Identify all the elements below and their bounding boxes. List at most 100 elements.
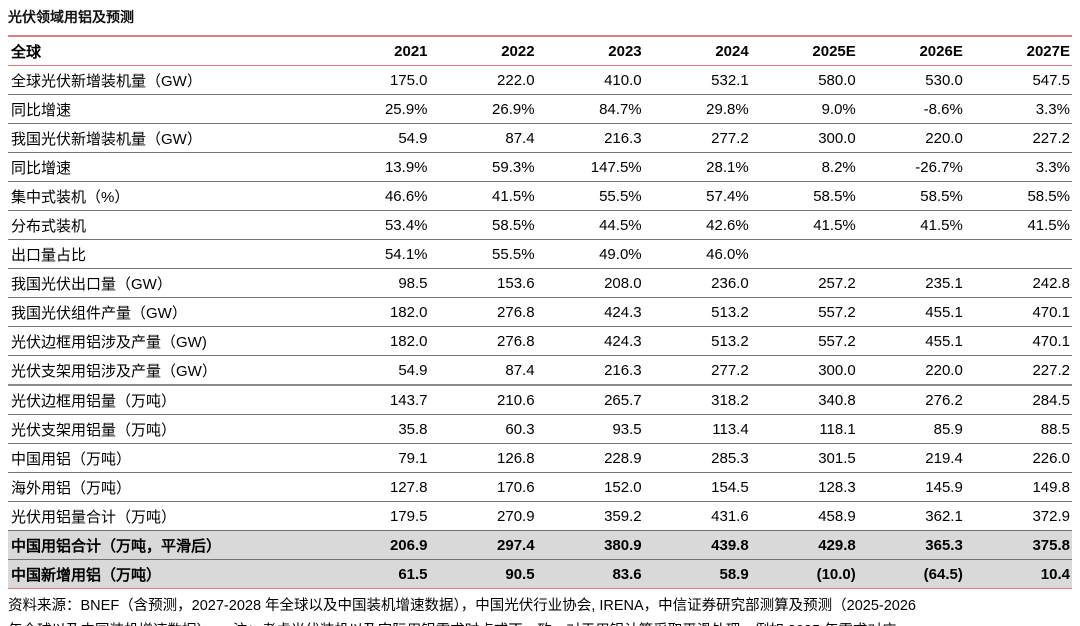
cell-value: 359.2 [604,507,642,525]
cell-value: 61.5 [398,565,428,583]
cell-value: 318.2 [711,391,749,409]
table-row: 光伏支架用铝量（万吨） 35.8 60.3 93.5 113.4 118.1 85.9 88.… [8,415,1072,444]
row-label: 同比增速 [11,159,72,177]
cell-value: 375.8 [1032,536,1070,554]
cell-value: 46.0% [706,245,749,263]
header-year: 2025E [750,36,858,66]
row-label: 我国光伏出口量（GW） [11,275,172,293]
header-year: 2022 [429,36,537,66]
cell-value: 297.4 [497,536,535,554]
cell-value: 227.2 [1032,129,1070,147]
row-label: 中国新增用铝（万吨） [11,566,162,584]
cell-value: 300.0 [818,129,856,147]
cell-value: 170.6 [497,478,535,496]
cell-value: 13.9% [384,158,428,176]
cell-value: -26.7% [915,158,963,176]
cell-value: 58.5% [1027,187,1070,205]
header-year: 2027E [964,36,1072,66]
row-label: 同比增速 [11,101,72,119]
cell-value: 8.2% [821,158,856,176]
cell-value [751,240,858,269]
cell-value: 98.5 [398,274,428,292]
cell-value: 285.3 [711,449,749,467]
row-label: 中国用铝合计（万吨，平滑后） [11,537,222,555]
cell-value: 276.8 [497,332,535,350]
cell-value: 84.7% [599,100,642,118]
cell-value: 153.6 [497,274,535,292]
cell-value: 57.4% [706,187,749,205]
cell-value: 235.1 [925,274,963,292]
cell-value: 257.2 [818,274,856,292]
cell-value: -8.6% [923,100,963,118]
cell-value: 10.4 [1040,565,1070,583]
cell-value: 470.1 [1032,303,1070,321]
row-label: 全球光伏新增装机量（GW） [11,72,202,90]
cell-value: 55.5% [492,245,535,263]
cell-value: 532.1 [711,71,749,89]
cell-value: 284.5 [1032,391,1070,409]
cell-value: 276.2 [925,391,963,409]
cell-value: 143.7 [389,391,428,409]
cell-value: 455.1 [925,303,963,321]
cell-value: 365.3 [925,536,963,554]
cell-value: 87.4 [505,129,535,147]
cell-value: (10.0) [816,565,856,583]
cell-value: 216.3 [604,129,642,147]
cell-value: 29.8% [706,100,749,118]
cell-value: 147.5% [590,158,642,176]
pv-aluminum-forecast-table: 全球 2021 2022 2023 2024 2025E 2026E 2027E 全球光伏新… [8,35,1072,589]
cell-value: 557.2 [818,332,856,350]
table-row: 全球光伏新增装机量（GW） 175.0 222.0 410.0 532.1 580.0 53… [8,66,1072,95]
cell-value: 113.4 [712,420,749,438]
cell-value: 301.5 [818,449,856,467]
cell-value: 60.3 [505,420,535,438]
cell-value: 58.5% [492,216,535,234]
cell-value: 220.0 [925,361,963,379]
cell-value: 93.5 [612,420,642,438]
row-label: 我国光伏组件产量（GW） [11,304,187,322]
cell-value: 154.5 [711,478,749,496]
cell-value: 145.9 [925,478,963,496]
cell-value: 58.5% [813,187,856,205]
cell-value: 79.1 [398,449,428,467]
row-label: 中国用铝（万吨） [11,450,132,468]
row-label: 我国光伏新增装机量（GW） [11,130,202,148]
cell-value: 580.0 [818,71,856,89]
cell-value: 9.0% [821,100,856,118]
table-row: 我国光伏新增装机量（GW） 54.9 87.4 216.3 277.2 300.0 220.… [8,124,1072,153]
header-region-label: 全球 [8,36,323,66]
cell-value: 85.9 [933,420,963,438]
cell-value: 118.1 [819,420,856,438]
cell-value: 513.2 [711,332,749,350]
cell-value [965,240,1072,269]
cell-value: 270.9 [497,507,535,525]
cell-value: 41.5% [492,187,535,205]
cell-value: 222.0 [497,71,535,89]
table-row: 光伏支架用铝涉及产量（GW） 54.9 87.4 216.3 277.2 300.0 220… [8,356,1072,385]
cell-value: 431.6 [711,507,749,525]
table-row: 中国用铝合计（万吨，平滑后） 206.9 297.4 380.9 439.8 429.8 3… [8,530,1072,560]
row-label: 出口量占比 [11,246,87,264]
cell-value: 219.4 [925,449,963,467]
table-row: 光伏用铝量合计（万吨） 179.5 270.9 359.2 431.6 458.9 362.… [8,502,1072,531]
source-note-line: 年全球以及中国装机增速数据） 注：考虑光伏装机以及实际用铝需求时点或不一致，对于… [8,619,1072,626]
cell-value: 182.0 [389,332,428,350]
header-year: 2021 [322,36,430,66]
cell-value: 470.1 [1032,332,1070,350]
cell-value: 410.0 [604,71,642,89]
row-label: 分布式装机 [11,217,87,235]
cell-value: 210.6 [497,391,535,409]
cell-value: 28.1% [706,158,749,176]
table-row: 光伏边框用铝涉及产量（GW) 182.0 276.8 424.3 513.2 557.2 4… [8,327,1072,356]
table-row: 我国光伏出口量（GW） 98.5 153.6 208.0 236.0 257.2 235.1… [8,269,1072,298]
cell-value: 25.9% [384,100,428,118]
cell-value: 54.1% [384,245,428,263]
cell-value: 26.9% [492,100,535,118]
row-label: 光伏用铝量合计（万吨） [11,508,177,526]
cell-value: 530.0 [925,71,963,89]
cell-value: 58.5% [920,187,963,205]
cell-value [858,240,965,269]
header-year: 2026E [857,36,965,66]
cell-value: 35.8 [398,420,428,438]
